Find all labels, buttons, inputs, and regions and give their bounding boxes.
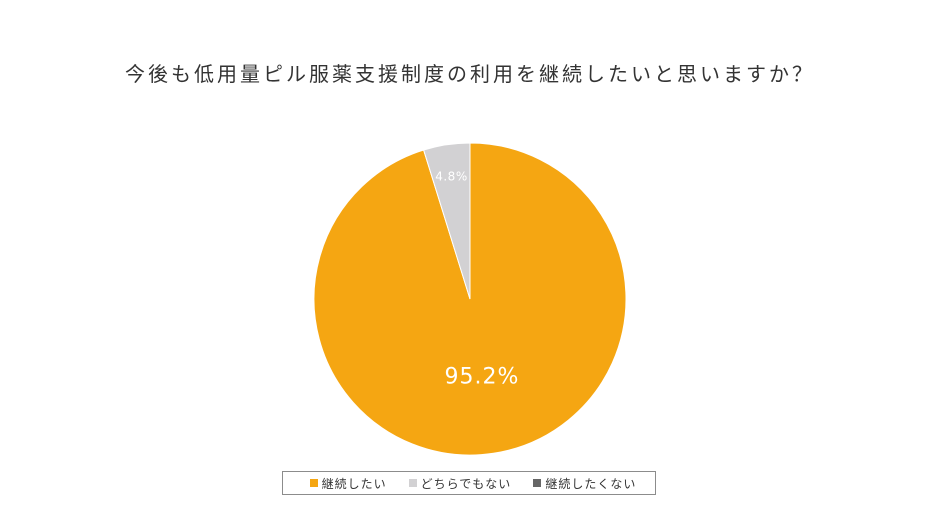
legend-item: どちらでもない bbox=[408, 475, 512, 492]
pie-data-labels: 95.2% 4.8% bbox=[435, 170, 520, 390]
legend: 継続したい どちらでもない 継続したくない bbox=[282, 471, 656, 495]
legend-swatch bbox=[533, 479, 542, 487]
data-label: 4.8% bbox=[435, 170, 468, 184]
pie-slice bbox=[423, 142, 471, 300]
legend-swatch bbox=[309, 479, 318, 487]
data-label: 95.2% bbox=[445, 365, 520, 390]
pie-slices bbox=[313, 142, 627, 456]
legend-item: 継続したい bbox=[309, 475, 387, 492]
legend-label: どちらでもない bbox=[420, 476, 512, 491]
legend-label: 継続したい bbox=[321, 476, 387, 491]
legend-item: 継続したくない bbox=[533, 475, 636, 492]
legend-label: 継続したくない bbox=[545, 476, 637, 491]
chart-title: 今後も低用量ピル服薬支援制度の利用を継続したいと思いますか？ bbox=[125, 62, 815, 86]
legend-swatch bbox=[408, 479, 417, 487]
